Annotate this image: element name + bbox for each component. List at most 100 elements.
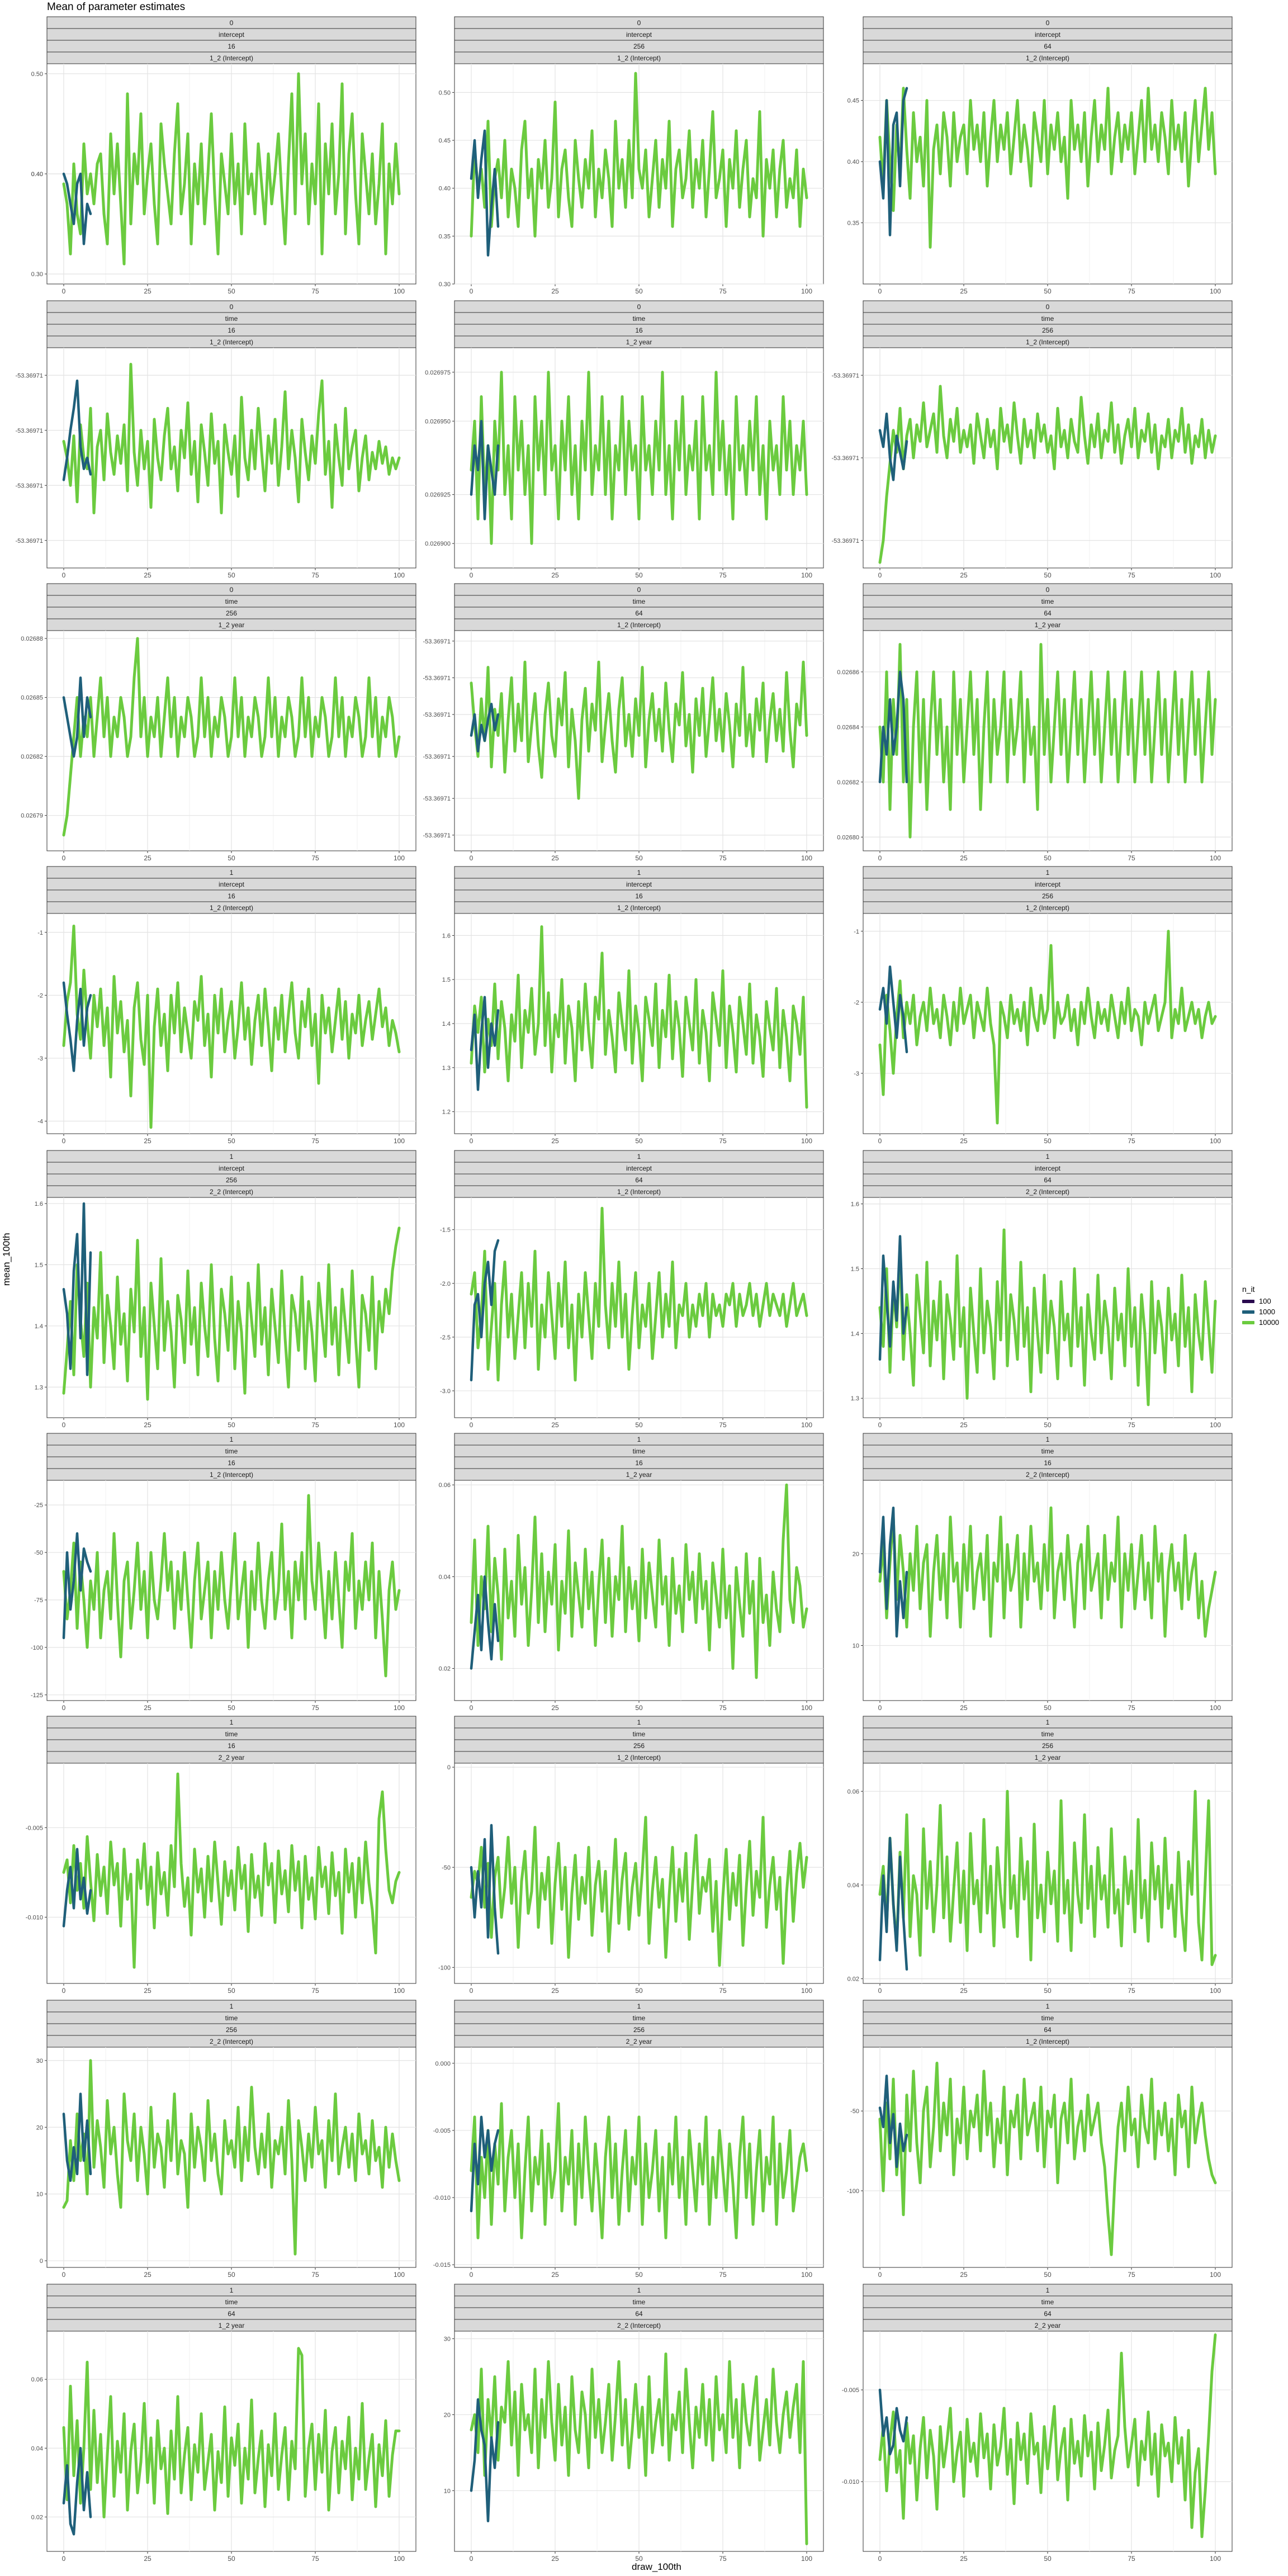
facet-strip-label: 16 [1044, 1459, 1052, 1467]
x-tick-label: 75 [1128, 2555, 1135, 2563]
y-tick-label: -2 [37, 992, 43, 999]
y-tick-label: 10 [444, 2488, 451, 2494]
x-tick-label: 25 [551, 2271, 559, 2279]
x-tick-label: 0 [470, 287, 473, 295]
y-tick-label: 0.026900 [425, 541, 451, 547]
y-tick-label: 0.35 [439, 233, 451, 240]
x-tick-label: 0 [878, 571, 882, 579]
facet-strip-label: 64 [1044, 2310, 1052, 2318]
y-tick-label: 1.2 [442, 1109, 451, 1116]
facet-strip-label: 2_2 year [626, 2038, 652, 2045]
series-line-1000 [470, 996, 500, 1091]
facet-strip-label: 1 [230, 2002, 234, 2010]
x-tick-label: 100 [801, 1421, 812, 1429]
x-tick-label: 100 [801, 854, 812, 862]
facet-strip-label: 1 [1046, 1718, 1050, 1726]
facet-strip-label: 256 [226, 1176, 237, 1184]
series-line-10000 [62, 637, 401, 837]
facet-strip-label: 1_2 (Intercept) [210, 54, 253, 62]
facet-strip-label: 2_2 (Intercept) [617, 2322, 661, 2329]
y-tick-label: -50 [442, 1864, 451, 1871]
x-tick-label: 25 [144, 854, 151, 862]
page-title: Mean of parameter estimates [47, 1, 186, 13]
x-tick-label: 50 [635, 1421, 643, 1429]
x-tick-label: 100 [394, 2555, 405, 2563]
facet-strip-label: 1 [230, 2286, 234, 2294]
y-tick-label: 0.02 [31, 2514, 43, 2521]
x-tick-label: 75 [1128, 1704, 1135, 1712]
facet-strip-label: intercept [219, 1164, 245, 1172]
y-tick-label: -2.0 [440, 1281, 451, 1287]
facet-strip-label: 1_2 (Intercept) [1026, 2038, 1069, 2045]
x-tick-label: 50 [1044, 1137, 1052, 1145]
y-tick-label: 0.02684 [837, 724, 859, 731]
facet-strip-label: 2_2 (Intercept) [210, 1188, 253, 1196]
x-tick-label: 25 [960, 1987, 968, 1995]
x-tick-label: 25 [960, 571, 968, 579]
y-tick-label: 1.5 [35, 1262, 43, 1268]
facet-strip-label: 1 [230, 1718, 234, 1726]
facet-strip-label: time [225, 598, 238, 605]
legend-item-100: 100 [1242, 1296, 1279, 1306]
x-tick-label: 25 [551, 2555, 559, 2563]
series-line-10000 [62, 2347, 401, 2518]
facet-strip-label: time [633, 598, 646, 605]
x-tick-label: 50 [635, 1704, 643, 1712]
x-tick-label: 50 [1044, 2555, 1052, 2563]
y-tick-label: 0.30 [439, 281, 451, 288]
series-line-10000 [878, 643, 1217, 839]
facet-strip-label: 256 [226, 2026, 237, 2034]
x-tick-label: 50 [1044, 1987, 1052, 1995]
facet-strip-label: 16 [228, 1742, 235, 1750]
series-line-1000 [62, 981, 92, 1072]
y-tick-label: -100 [847, 2188, 859, 2195]
y-tick-label: 1.5 [442, 977, 451, 983]
legend-key-100 [1242, 1299, 1254, 1303]
y-tick-label: 0.02682 [837, 779, 859, 786]
y-tick-label: -1.5 [440, 1227, 451, 1234]
x-tick-label: 0 [62, 1704, 66, 1712]
y-tick-label: -53.36971 [831, 538, 859, 544]
y-tick-label: 0 [447, 1764, 451, 1771]
legend-label-10000: 10000 [1259, 1318, 1280, 1327]
facet-strip-label: 1_2 year [219, 2322, 245, 2329]
legend-key-1000 [1242, 1310, 1254, 1314]
facet-strip-label: 1_2 (Intercept) [617, 621, 661, 629]
x-axis-title: draw_100th [632, 2561, 681, 2572]
y-tick-label: 0 [40, 2258, 43, 2265]
series-line-10000 [878, 2333, 1217, 2539]
facet-strip-label: 256 [633, 42, 645, 50]
x-tick-label: 75 [311, 854, 319, 862]
x-tick-label: 0 [62, 2555, 66, 2563]
y-tick-label: 30 [444, 2336, 451, 2343]
y-tick-label: 1.6 [851, 1201, 859, 1208]
facet-strip-label: 64 [1044, 42, 1052, 50]
series-line-1000 [62, 1848, 92, 1928]
y-tick-label: 1.4 [35, 1323, 43, 1330]
y-tick-label: 0.35 [847, 220, 859, 227]
facet-strip-label: 1_2 (Intercept) [1026, 904, 1069, 912]
facet-strip-label: 2_2 (Intercept) [1026, 1471, 1069, 1479]
x-tick-label: 50 [635, 854, 643, 862]
facet-strip-label: 256 [1042, 326, 1053, 334]
x-tick-label: 0 [470, 1137, 473, 1145]
y-tick-label: 0.45 [439, 138, 451, 144]
x-tick-label: 75 [1128, 1137, 1135, 1145]
facet-strip-label: time [633, 315, 646, 323]
x-tick-label: 25 [551, 571, 559, 579]
x-tick-label: 50 [228, 1704, 235, 1712]
x-tick-label: 50 [635, 2271, 643, 2279]
facet-strip-label: 256 [633, 1742, 645, 1750]
x-tick-label: 0 [878, 1137, 882, 1145]
x-tick-label: 100 [801, 2555, 812, 2563]
y-tick-label: 0.02680 [837, 834, 859, 841]
x-tick-label: 25 [551, 1421, 559, 1429]
x-tick-label: 100 [801, 2271, 812, 2279]
facet-strip-label: intercept [626, 31, 652, 39]
x-tick-label: 100 [1210, 287, 1221, 295]
y-tick-label: 1.3 [851, 1395, 859, 1402]
facet-strip-label: 1 [637, 869, 641, 877]
series-line-1000 [470, 2115, 500, 2213]
facet-strip-label: 1_2 (Intercept) [617, 1754, 661, 1761]
